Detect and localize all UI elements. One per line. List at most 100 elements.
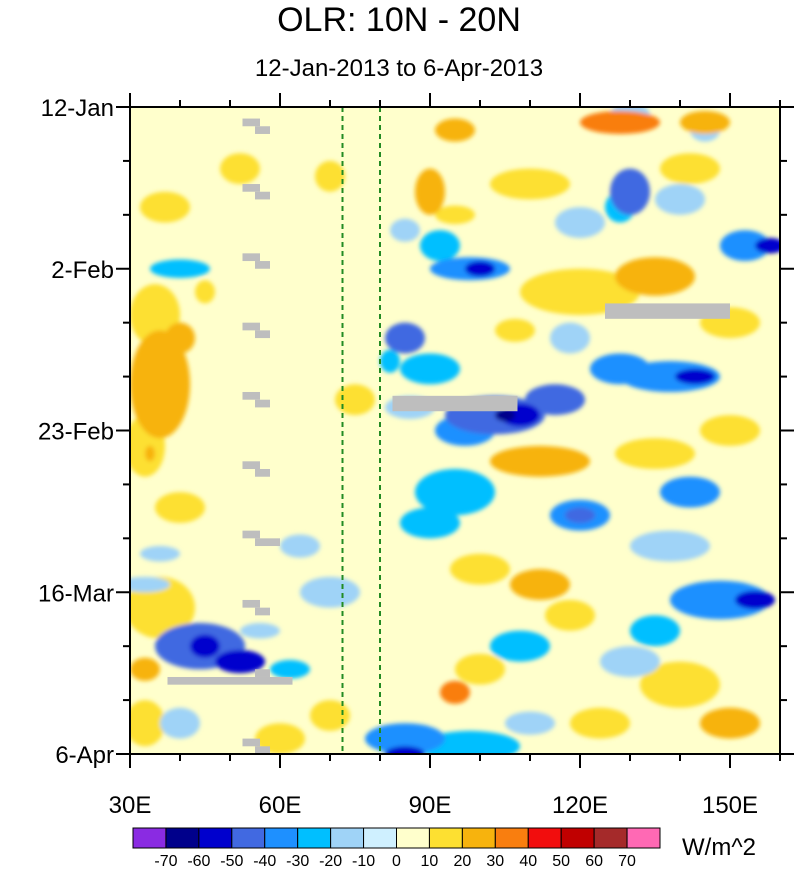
anomaly-blob [145, 445, 155, 462]
chart-title: OLR: 10N - 20N [277, 1, 521, 39]
anomaly-blob [385, 746, 425, 754]
anomaly-blob [130, 576, 170, 593]
colorbar-swatch [593, 827, 628, 849]
anomaly-blob [420, 230, 460, 262]
colorbar-label: 40 [519, 853, 537, 869]
anomaly-blob [160, 707, 200, 739]
colorbar-label: 50 [552, 853, 570, 869]
anomaly-blob [565, 507, 595, 523]
anomaly-blob [400, 353, 460, 385]
colorbar-swatch [165, 827, 200, 849]
missing-segment [242, 461, 260, 470]
x-tick-label: 90E [409, 792, 452, 819]
missing-segment [255, 669, 270, 677]
colorbar-label: 70 [618, 853, 636, 869]
colorbar-label: -20 [319, 853, 342, 869]
missing-segment [255, 538, 280, 547]
anomaly-blob [545, 599, 595, 631]
missing-segment [167, 676, 293, 685]
anomaly-blob [150, 259, 210, 278]
x-tick-label: 150E [702, 792, 758, 819]
anomaly-blob [680, 110, 730, 134]
anomaly-blob [435, 118, 475, 142]
colorbar-swatch [560, 827, 595, 849]
colorbar-swatch [494, 827, 529, 849]
colorbar-label: -50 [220, 853, 243, 869]
anomaly-blob [390, 218, 420, 242]
missing-segment [242, 599, 260, 608]
anomaly-blob [130, 576, 195, 639]
anomaly-blob [675, 368, 715, 385]
anomaly-blob [280, 534, 320, 558]
colorbar-swatch [297, 827, 332, 849]
missing-segment [255, 469, 270, 477]
units-label: W/m^2 [682, 834, 756, 861]
anomaly-blob [310, 700, 350, 731]
anomaly-blob [655, 184, 705, 215]
anomaly-blob [240, 623, 280, 639]
anomaly-blob [440, 680, 470, 704]
colorbar-swatch [198, 827, 233, 849]
missing-segment [242, 530, 260, 539]
anomaly-blob [720, 230, 770, 262]
missing-segment [605, 303, 730, 319]
colorbar-swatch [231, 827, 266, 849]
anomaly-blob [615, 438, 695, 470]
x-tick-label: 60E [259, 792, 302, 819]
anomaly-blob [700, 707, 760, 739]
anomaly-blob [510, 569, 570, 600]
anomaly-blob [335, 384, 375, 416]
anomaly-blob [365, 723, 445, 754]
anomaly-blob [700, 415, 760, 446]
colorbar-label: 20 [453, 853, 471, 869]
missing-segment [255, 607, 270, 616]
anomaly-blob [455, 653, 505, 685]
anomaly-blob [255, 723, 305, 754]
missing-segment [242, 738, 260, 747]
anomaly-blob [400, 507, 460, 539]
anomaly-blob [420, 730, 520, 754]
anomaly-blob [220, 153, 260, 185]
anomaly-blob [300, 576, 360, 608]
colorbar-label: 30 [486, 853, 504, 869]
colorbar-swatch [396, 827, 430, 849]
anomaly-blob [190, 634, 220, 658]
anomaly-blob [165, 322, 195, 354]
anomaly-blob [580, 110, 660, 134]
anomaly-blob [630, 615, 680, 647]
colorbar-swatch [428, 827, 463, 849]
x-tick-label: 30E [109, 792, 152, 819]
missing-segment [242, 118, 260, 127]
missing-data [167, 118, 730, 754]
colorbar-swatch [330, 827, 365, 849]
missing-segment [255, 399, 270, 408]
anomaly-blob [450, 553, 510, 585]
anomaly-blob [640, 661, 720, 708]
missing-segment [242, 253, 260, 262]
anomaly-blob [570, 707, 630, 739]
missing-segment [242, 322, 260, 331]
anomaly-blob [490, 630, 550, 662]
x-tick-label: 120E [552, 792, 608, 819]
anomaly-blob [505, 711, 555, 735]
anomaly-blob [660, 153, 720, 185]
anomaly-blob [610, 168, 650, 215]
missing-segment [255, 261, 270, 269]
anomaly-blob [600, 646, 660, 677]
x-axis: 30E 60E 90E 120E 150E [109, 93, 781, 819]
missing-segment [392, 395, 518, 412]
anomaly-blob [270, 660, 310, 679]
anomaly-blob [555, 207, 605, 238]
colorbar-swatch [132, 827, 167, 849]
colorbar-swatch [527, 827, 562, 849]
colorbar-label: 10 [421, 853, 439, 869]
anomaly-blob [435, 205, 475, 225]
colorbar-swatch [626, 827, 661, 849]
y-tick-label: 12-Jan [41, 95, 114, 122]
y-tick-label: 2-Feb [51, 257, 114, 284]
colorbar-label: -70 [154, 853, 177, 869]
missing-segment [242, 184, 260, 192]
anomaly-blob [415, 168, 445, 215]
y-axis: 12-Jan 2-Feb 23-Feb 16-Mar 6-Apr [38, 95, 794, 769]
